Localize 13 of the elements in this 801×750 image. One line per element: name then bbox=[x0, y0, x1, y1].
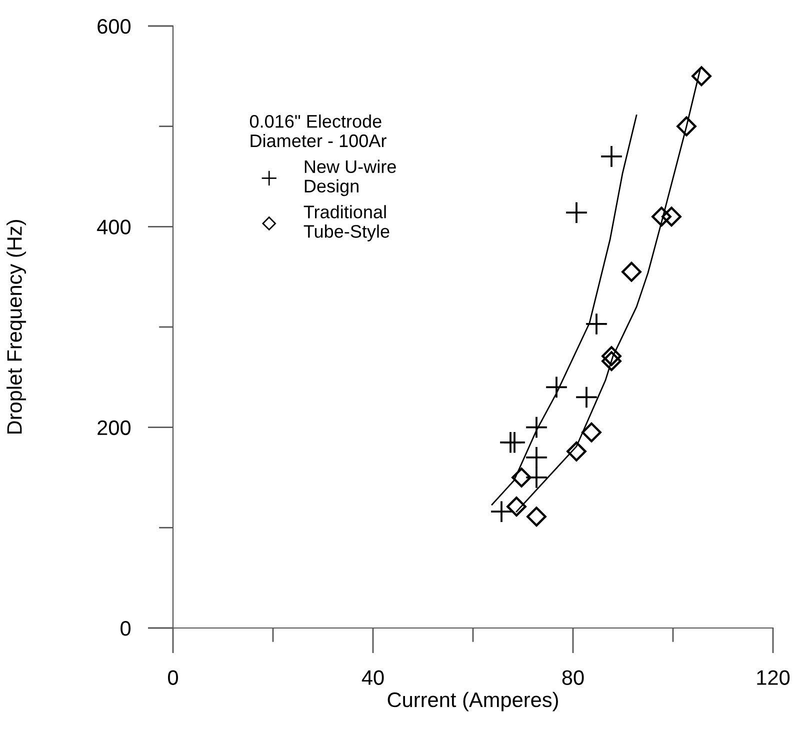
x-tick-label: 80 bbox=[562, 670, 584, 685]
y-tick-label: 600 bbox=[98, 19, 131, 34]
legend-label: New U-wire Design bbox=[304, 160, 396, 196]
x-tick-label: 40 bbox=[362, 670, 384, 685]
x-tick-label: 0 bbox=[168, 670, 178, 685]
legend-title: 0.016" Electrode Diameter - 100Ar bbox=[250, 114, 386, 148]
x-axis-title: Current (Amperes) bbox=[388, 692, 558, 712]
x-tick-label: 120 bbox=[757, 670, 790, 685]
y-tick-label: 0 bbox=[120, 621, 131, 636]
y-axis-title: Droplet Frequency (Hz) bbox=[6, 220, 26, 434]
y-tick-label: 400 bbox=[97, 220, 131, 234]
y-tick-label: 200 bbox=[98, 420, 131, 436]
legend-label: Traditional Tube-Style bbox=[304, 205, 390, 242]
